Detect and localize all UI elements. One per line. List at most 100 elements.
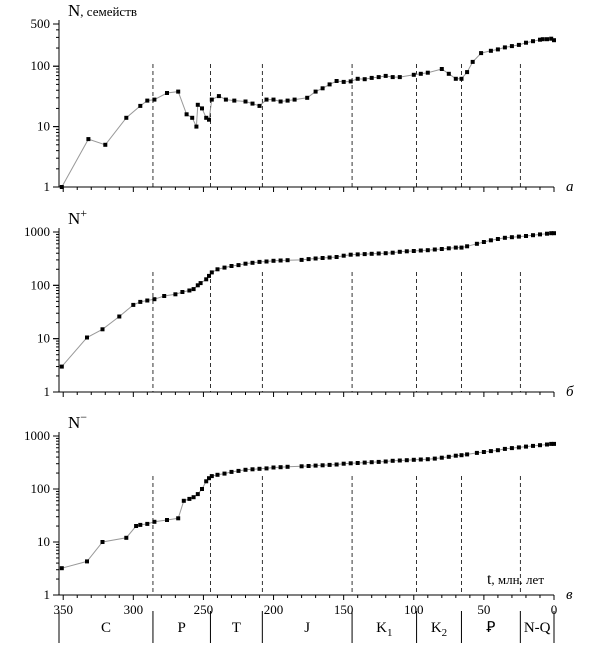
x-tick-label: 150: [334, 602, 354, 617]
y-tick-label: 10: [37, 331, 50, 346]
period-label: T: [232, 620, 241, 636]
panel-б: 1 10 100 1000 N+ б: [24, 206, 574, 400]
panel-в: 1 10 100 1000 N− в 350 300 250 200 150 100 50 0 t, млн…: [24, 410, 573, 617]
period-label: C: [101, 620, 111, 636]
data-point: [465, 70, 470, 75]
x-axis-label: t, млн. лет: [487, 571, 544, 588]
data-point: [204, 277, 209, 282]
data-point: [474, 241, 479, 246]
y-axis-label-main: N: [68, 1, 80, 20]
data-point: [432, 247, 437, 252]
data-point: [404, 249, 409, 254]
data-point: [549, 441, 554, 446]
data-point: [376, 251, 381, 256]
data-point: [348, 461, 353, 466]
data-point: [320, 463, 325, 468]
data-point: [59, 185, 64, 189]
data-point: [152, 97, 157, 102]
data-point: [152, 519, 157, 524]
data-point: [176, 89, 181, 94]
data-point: [243, 261, 248, 266]
y-axis-label: N+: [68, 206, 87, 228]
data-point: [271, 465, 276, 470]
period-label-main: K: [376, 620, 387, 636]
data-point: [425, 457, 430, 462]
data-point: [390, 75, 395, 80]
data-point: [131, 302, 136, 307]
data-point: [215, 267, 220, 272]
period-label-main: J: [304, 620, 310, 636]
data-point: [194, 124, 199, 129]
data-point: [187, 288, 192, 293]
data-point: [411, 457, 416, 462]
data-point: [425, 70, 430, 75]
data-point: [502, 446, 507, 451]
data-point: [524, 444, 528, 449]
data-point: [446, 71, 451, 76]
data-point: [207, 476, 211, 481]
data-point: [383, 459, 388, 464]
data-point: [509, 446, 514, 451]
data-point: [232, 98, 237, 103]
panel-а: 1 10 100 500 N, семейств а: [31, 1, 574, 195]
y-tick-label: 500: [31, 16, 51, 31]
data-point: [362, 252, 367, 257]
data-point: [187, 496, 192, 501]
period-label: N-Q: [524, 620, 551, 636]
period-label: J: [304, 620, 310, 636]
data-point: [243, 467, 248, 472]
data-point: [152, 297, 157, 302]
data-point: [59, 566, 64, 571]
data-point: [306, 464, 311, 468]
data-point: [439, 67, 444, 71]
panel-label: б: [566, 384, 574, 400]
data-point: [138, 103, 143, 108]
data-point: [341, 461, 346, 466]
data-point: [134, 524, 139, 528]
data-point: [432, 456, 437, 461]
data-point: [250, 260, 255, 265]
data-point: [243, 99, 248, 104]
y-axis-label: N−: [68, 410, 87, 432]
x-tick-label: 50: [477, 602, 490, 617]
data-point: [488, 48, 493, 53]
x-tick-label: 200: [264, 602, 284, 617]
data-point: [320, 86, 325, 91]
data-point: [124, 535, 129, 540]
y-axis-label-sup: +: [80, 206, 87, 220]
data-point: [264, 466, 269, 471]
data-point: [453, 76, 458, 81]
data-point: [215, 472, 220, 477]
x-tick-label: 250: [194, 602, 214, 617]
period-label-sub: 2: [442, 627, 448, 639]
data-point: [383, 251, 388, 256]
data-point: [446, 246, 451, 251]
data-point: [531, 443, 535, 448]
data-point: [257, 466, 262, 471]
data-point: [207, 273, 211, 278]
data-point: [540, 37, 545, 42]
series-line: [61, 443, 554, 569]
data-point: [198, 281, 203, 286]
data-point: [418, 457, 423, 462]
data-point: [299, 257, 304, 262]
data-point: [369, 251, 374, 256]
data-point: [481, 450, 486, 454]
data-point: [209, 474, 214, 479]
data-point: [495, 237, 500, 241]
period-label-sub: 1: [387, 627, 393, 639]
data-point: [418, 248, 423, 253]
data-point: [453, 453, 458, 458]
data-point: [549, 36, 554, 41]
data-point: [516, 445, 521, 450]
data-point: [180, 290, 185, 294]
data-point: [195, 102, 200, 107]
data-point: [549, 231, 554, 236]
data-point: [207, 117, 211, 122]
y-axis-label-main: N: [68, 209, 80, 228]
data-point: [176, 516, 181, 521]
y-axis-label-unit: , семейств: [80, 4, 137, 19]
data-point: [538, 232, 542, 237]
data-point: [495, 448, 500, 453]
